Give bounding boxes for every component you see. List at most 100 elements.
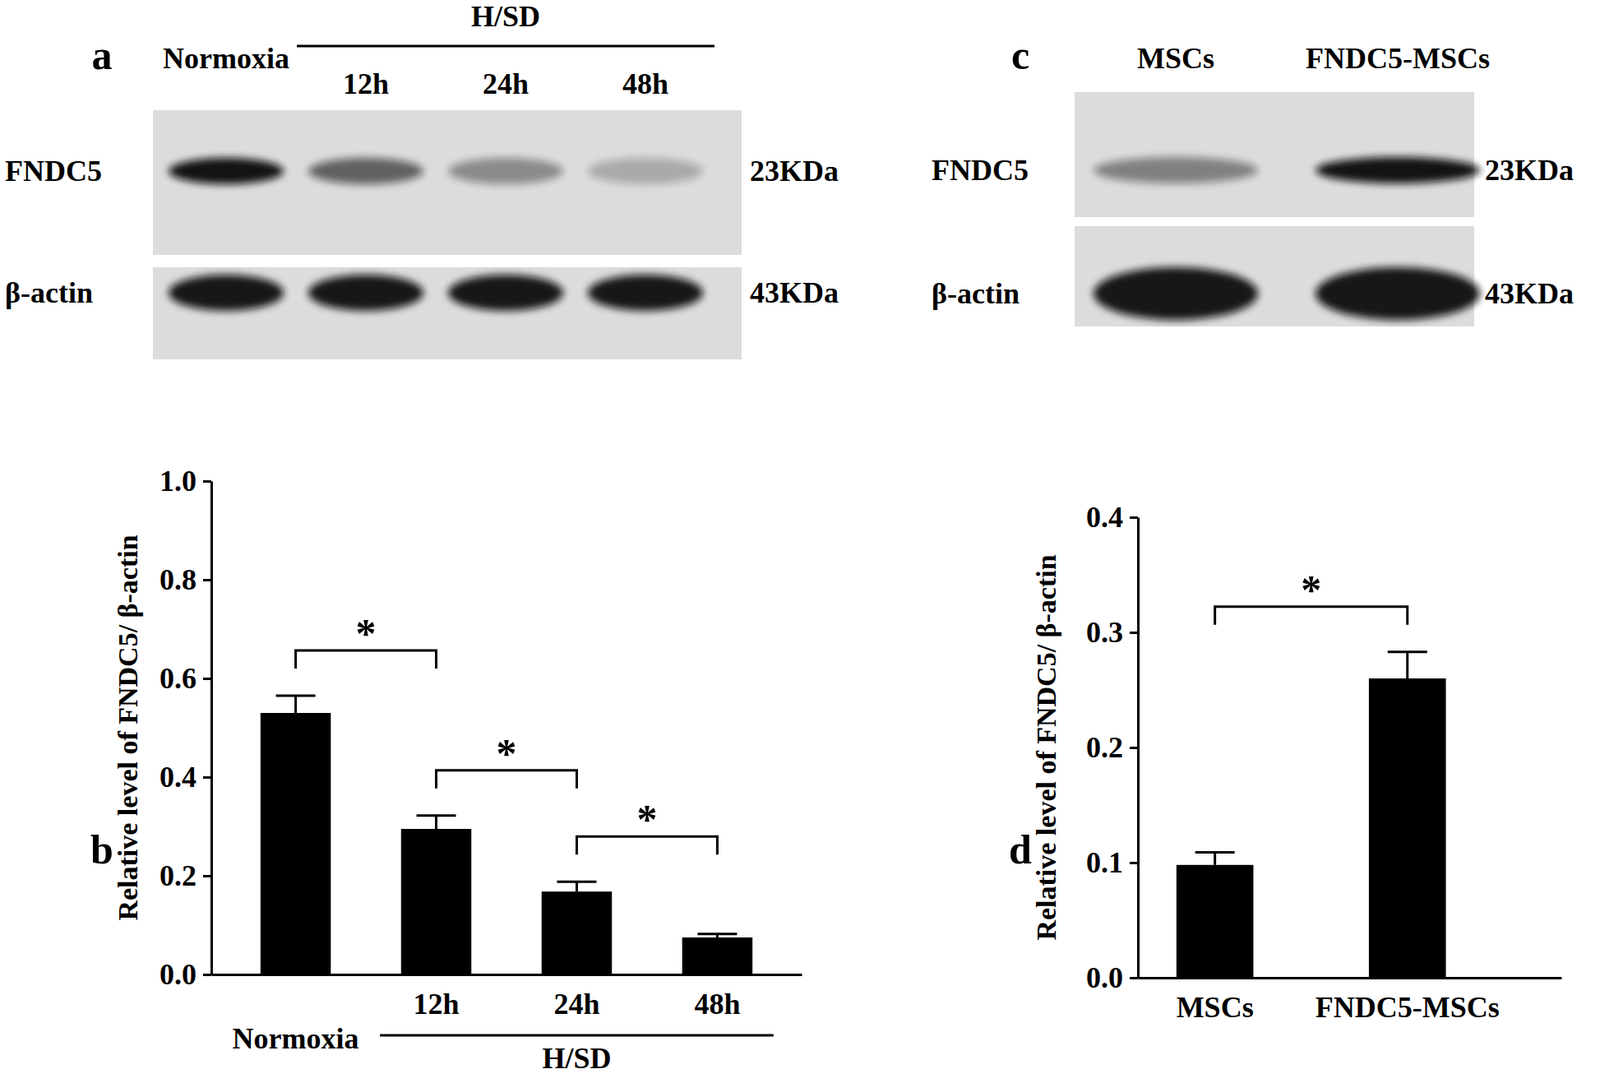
size-label: 23KDa — [749, 154, 839, 188]
blot-membrane — [152, 110, 742, 255]
tick-label: FNDC5-MSCs — [1315, 990, 1500, 1024]
protein-label: FNDC5 — [931, 153, 1029, 187]
y-tick: 0.4 — [1086, 500, 1138, 534]
y-tick: 0.0 — [1086, 961, 1138, 995]
y-tick: 0.3 — [1086, 615, 1138, 649]
blot-band — [1315, 157, 1480, 184]
panel-letter: a — [92, 32, 113, 79]
group-line — [379, 1034, 774, 1037]
error-bar — [575, 881, 579, 892]
x-tick: 12h — [413, 987, 460, 1021]
bar — [260, 712, 331, 975]
x-tick: MSCs — [1176, 990, 1254, 1024]
bar — [401, 828, 472, 975]
error-bar — [1405, 652, 1409, 679]
x-axis: Normoxia 12h 24h 48h — [212, 975, 803, 1055]
tick-mark — [203, 776, 212, 779]
axis-line — [210, 481, 213, 976]
panel-letter: d — [1008, 826, 1032, 873]
y-tick: 0.2 — [1086, 730, 1138, 764]
size-label: 43KDa — [1484, 277, 1574, 310]
tick-label: 0.6 — [159, 661, 197, 695]
tick-mark — [1129, 861, 1138, 865]
error-cap — [416, 813, 457, 817]
tick-label: 48h — [693, 987, 740, 1021]
tick-label: MSCs — [1176, 990, 1254, 1024]
x-tick: FNDC5-MSCs — [1315, 990, 1500, 1024]
tick-label: 0.8 — [159, 563, 197, 597]
y-tick: 0.8 — [159, 563, 212, 597]
bar-chart: d 0.0 0.1 0.2 0.3 0.4 MSCs FNDC5-MSCs Relative l… — [1008, 500, 1562, 1024]
tick-label: 0.3 — [1086, 615, 1124, 649]
figure-svg: a Normoxia 12h 24h 48h H/SD FNDC5 23KDa β-actin 4… — [0, 0, 1600, 1083]
error-cap — [697, 932, 737, 935]
tick-label: 24h — [553, 987, 600, 1021]
lane-label: MSCs — [1137, 41, 1215, 75]
lane-label: Normoxia — [162, 41, 290, 75]
error-bar — [434, 815, 438, 829]
tick-label: 0.4 — [1086, 500, 1124, 534]
x-axis: MSCs FNDC5-MSCs — [1138, 978, 1563, 1024]
plot-area — [260, 695, 753, 975]
tick-label: 0.0 — [1086, 961, 1124, 995]
tick-mark — [203, 480, 212, 483]
protein-label: β-actin — [4, 276, 93, 310]
error-cap — [556, 880, 597, 884]
protein-label: β-actin — [931, 277, 1020, 310]
tick-mark — [203, 874, 212, 878]
size-label: 43KDa — [749, 276, 839, 310]
tick-mark — [203, 677, 212, 680]
significance-label: * — [356, 610, 377, 657]
tick-label: Normoxia — [232, 1021, 360, 1055]
group-label: H/SD — [471, 0, 541, 33]
axis-title: Relative level of FNDC5/ β-actin — [1031, 554, 1062, 940]
blot-panel: aNormoxia12h24h48hH/SDFNDC523KDaβ-actin4… — [4, 0, 839, 360]
blot-band — [168, 157, 284, 185]
error-bar — [294, 695, 297, 713]
tick-label: 0.2 — [1086, 730, 1124, 764]
blot-band — [587, 274, 703, 311]
lane-label: FNDC5-MSCs — [1305, 41, 1490, 75]
error-bar — [1213, 851, 1217, 865]
tick-label: 0.1 — [1086, 846, 1124, 879]
bar — [1368, 678, 1447, 978]
y-tick: 0.6 — [159, 661, 212, 695]
figure: a Normoxia 12h 24h 48h H/SD FNDC5 23KDa β-actin 4… — [0, 0, 1600, 1083]
blot-band — [308, 274, 424, 311]
blot-band — [448, 157, 564, 185]
tick-mark — [1129, 631, 1138, 634]
significance-label: * — [496, 730, 518, 777]
y-tick: 1.0 — [159, 464, 212, 498]
group-line — [296, 45, 715, 48]
y-tick: 0.4 — [159, 760, 212, 794]
y-tick: 0.2 — [159, 859, 212, 893]
group-label: H/SD — [541, 1041, 611, 1075]
bar — [1176, 864, 1254, 978]
blot-band — [308, 157, 424, 185]
axis-title: Relative level of FNDC5/ β-actin — [112, 534, 144, 921]
panel-letter: c — [1011, 32, 1030, 79]
y-axis: 0.0 0.2 0.4 0.6 0.8 1.0 — [159, 464, 213, 991]
lane-label: 24h — [482, 67, 529, 101]
tick-label: 12h — [413, 987, 460, 1021]
tick-mark — [203, 578, 212, 582]
tick-label: 0.4 — [159, 760, 197, 794]
error-cap — [1195, 850, 1235, 854]
bar — [541, 891, 612, 975]
x-tick: 24h — [553, 987, 600, 1021]
bar — [682, 937, 753, 975]
panel-letter: b — [90, 826, 114, 873]
tick-mark — [1129, 976, 1138, 980]
error-cap — [276, 694, 316, 698]
tick-label: 0.0 — [159, 957, 197, 991]
tick-label: 0.2 — [159, 859, 197, 893]
blot-band — [1093, 267, 1258, 320]
blot-panel: cMSCsFNDC5-MSCsFNDC523KDaβ-actin43KDa — [931, 32, 1574, 327]
blot-membrane — [1074, 92, 1475, 218]
significance-label: * — [636, 795, 657, 842]
bar-chart: b 0.0 0.2 0.4 0.6 0.8 1.0 Normoxia 12h 24h 48h H/SD… — [90, 464, 802, 1075]
error-cap — [1387, 650, 1428, 653]
tick-mark — [1129, 516, 1138, 519]
lane-label: 48h — [622, 67, 669, 101]
x-tick: 48h — [693, 987, 740, 1021]
